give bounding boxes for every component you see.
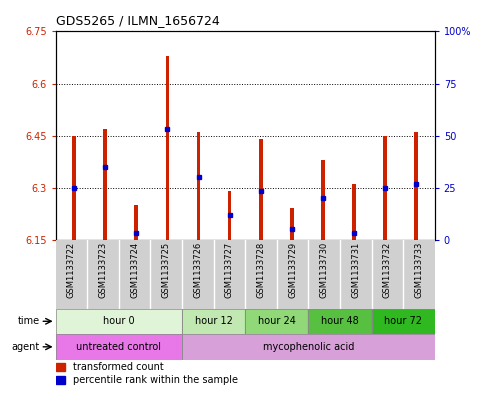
Bar — [371, 309, 435, 334]
Bar — [371, 240, 403, 309]
Text: agent: agent — [12, 342, 40, 352]
Text: GSM1133725: GSM1133725 — [162, 242, 170, 298]
Bar — [56, 309, 182, 334]
Bar — [259, 139, 263, 240]
Bar — [308, 240, 340, 309]
Bar — [56, 376, 65, 384]
Text: hour 0: hour 0 — [103, 316, 135, 326]
Text: GSM1133731: GSM1133731 — [351, 242, 360, 298]
Text: hour 72: hour 72 — [384, 316, 422, 326]
Bar — [213, 240, 245, 309]
Text: GSM1133724: GSM1133724 — [130, 242, 139, 298]
Text: GSM1133726: GSM1133726 — [193, 242, 202, 298]
Text: time: time — [17, 316, 40, 326]
Bar — [340, 240, 371, 309]
Bar — [245, 240, 277, 309]
Bar — [72, 136, 76, 240]
Bar — [182, 334, 435, 360]
Text: GSM1133728: GSM1133728 — [256, 242, 266, 298]
Text: GSM1133729: GSM1133729 — [288, 242, 297, 298]
Bar — [182, 309, 245, 334]
Bar — [371, 309, 435, 334]
Text: GSM1133723: GSM1133723 — [99, 242, 107, 298]
Bar — [119, 240, 150, 309]
Text: GSM1133733: GSM1133733 — [414, 242, 424, 298]
Bar — [321, 160, 325, 240]
Text: GSM1133722: GSM1133722 — [67, 242, 76, 298]
Text: transformed count: transformed count — [72, 362, 163, 372]
Bar — [56, 362, 65, 371]
Text: percentile rank within the sample: percentile rank within the sample — [72, 375, 238, 385]
Bar — [182, 334, 435, 360]
Text: mycophenolic acid: mycophenolic acid — [263, 342, 354, 352]
Bar — [277, 240, 308, 309]
Text: GDS5265 / ILMN_1656724: GDS5265 / ILMN_1656724 — [56, 14, 219, 27]
Bar — [150, 240, 182, 309]
Text: hour 48: hour 48 — [321, 316, 359, 326]
Bar — [308, 309, 371, 334]
Bar — [56, 334, 182, 360]
Text: hour 12: hour 12 — [195, 316, 232, 326]
Text: GSM1133727: GSM1133727 — [225, 242, 234, 298]
Text: GSM1133732: GSM1133732 — [383, 242, 392, 298]
Bar — [352, 184, 356, 240]
Bar — [87, 240, 119, 309]
Text: hour 24: hour 24 — [258, 316, 296, 326]
Bar — [227, 191, 231, 240]
Bar — [166, 56, 170, 240]
Bar — [56, 334, 182, 360]
Bar — [414, 132, 418, 240]
Bar — [403, 240, 435, 309]
Bar — [308, 309, 371, 334]
Bar — [290, 208, 294, 240]
Bar — [103, 129, 107, 240]
Bar — [197, 132, 200, 240]
Bar — [245, 309, 308, 334]
Text: untreated control: untreated control — [76, 342, 161, 352]
Bar — [182, 309, 245, 334]
Bar — [245, 309, 308, 334]
Bar — [56, 240, 87, 309]
Bar — [182, 240, 213, 309]
Bar — [56, 309, 182, 334]
Bar — [383, 136, 387, 240]
Bar — [134, 205, 138, 240]
Text: GSM1133730: GSM1133730 — [320, 242, 328, 298]
